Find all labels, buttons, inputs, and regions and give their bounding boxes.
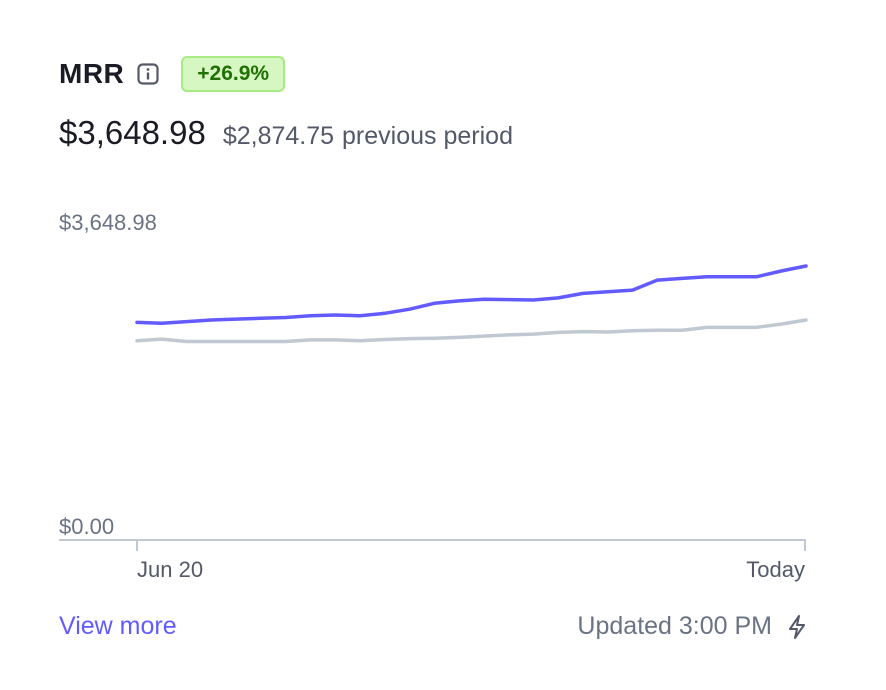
updated-label: Updated 3:00 PM [577, 612, 772, 640]
series-line-current [135, 264, 808, 326]
change-badge: +26.9% [181, 56, 286, 92]
metric-title: MRR [59, 58, 125, 89]
view-more-link[interactable]: View more [59, 612, 177, 640]
previous-period-label: previous period [342, 122, 513, 150]
y-axis-top-label: $3,648.98 [59, 210, 157, 235]
y-axis-bottom-label: $0.00 [59, 514, 114, 539]
x-axis-end-label: Today [746, 557, 805, 582]
updated-status: Updated 3:00 PM [577, 612, 808, 641]
info-icon[interactable] [137, 63, 159, 85]
title-row: MRR +26.9% [59, 54, 286, 94]
current-value: $3,648.98 [59, 114, 206, 151]
bolt-icon[interactable] [786, 614, 808, 640]
series-line-previous [135, 318, 808, 344]
x-axis-start-label: Jun 20 [137, 557, 203, 582]
value-row: $3,648.98 $2,874.75 previous period [59, 114, 513, 152]
previous-value: $2,874.75 [222, 122, 335, 150]
mrr-line-chart: $3,648.98 $0.00 Jun 20 Today [59, 210, 808, 582]
